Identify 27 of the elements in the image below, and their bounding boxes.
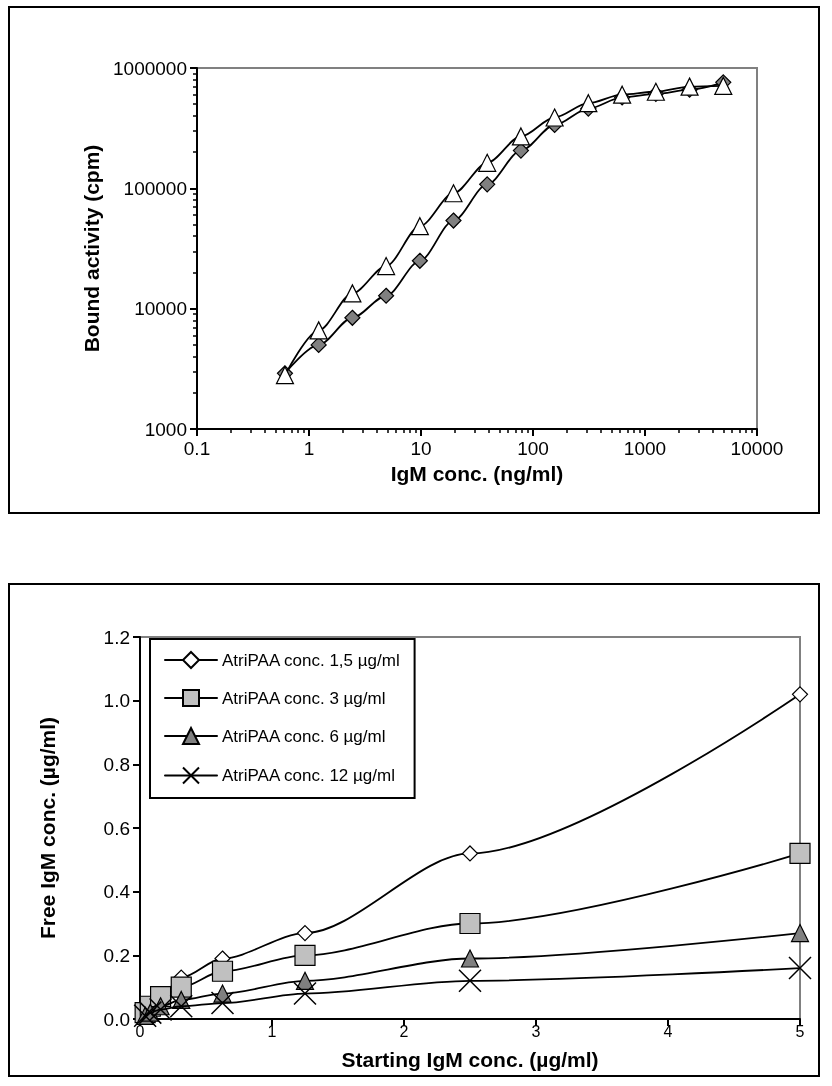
- x-axis-title: Starting IgM conc. (µg/ml): [341, 1048, 599, 1071]
- y-tick-label: 0.4: [103, 881, 131, 903]
- x-tick-label: 100: [517, 438, 549, 459]
- y-tick-label: 0.0: [103, 1008, 130, 1030]
- y-tick-label: 0.6: [103, 817, 130, 839]
- legend-label: AtriPAA conc. 6 µg/ml: [222, 726, 386, 746]
- legend-label: AtriPAA conc. 1,5 µg/ml: [222, 650, 400, 670]
- y-tick-label: 1.0: [103, 690, 130, 712]
- y-tick-label: 0.2: [103, 944, 130, 966]
- x-tick-label: 4: [663, 1022, 673, 1040]
- x-tick-label: 0: [135, 1022, 145, 1040]
- x-tick-label: 10000: [730, 438, 784, 459]
- y-tick-label: 1.2: [103, 626, 130, 648]
- x-tick-label: 1: [303, 438, 315, 459]
- x-axis-title: IgM conc. (ng/ml): [390, 461, 564, 485]
- y-tick-label: 100000: [123, 177, 187, 199]
- y-axis-title: Free IgM conc. (µg/ml): [36, 716, 59, 940]
- y-axis-title: Bound activity (cpm): [80, 144, 104, 353]
- y-tick-label: 1000: [144, 418, 187, 440]
- x-tick-label: 0.1: [183, 438, 211, 459]
- x-tick-label: 10: [410, 438, 432, 459]
- legend-label: AtriPAA conc. 3 µg/ml: [222, 688, 386, 708]
- y-tick-label: 1000000: [113, 57, 187, 79]
- legend-label: AtriPAA conc. 12 µg/ml: [222, 766, 395, 785]
- x-tick-label: 1000: [623, 438, 667, 459]
- y-tick-label: 0.8: [103, 753, 130, 775]
- y-tick-label: 10000: [134, 298, 187, 320]
